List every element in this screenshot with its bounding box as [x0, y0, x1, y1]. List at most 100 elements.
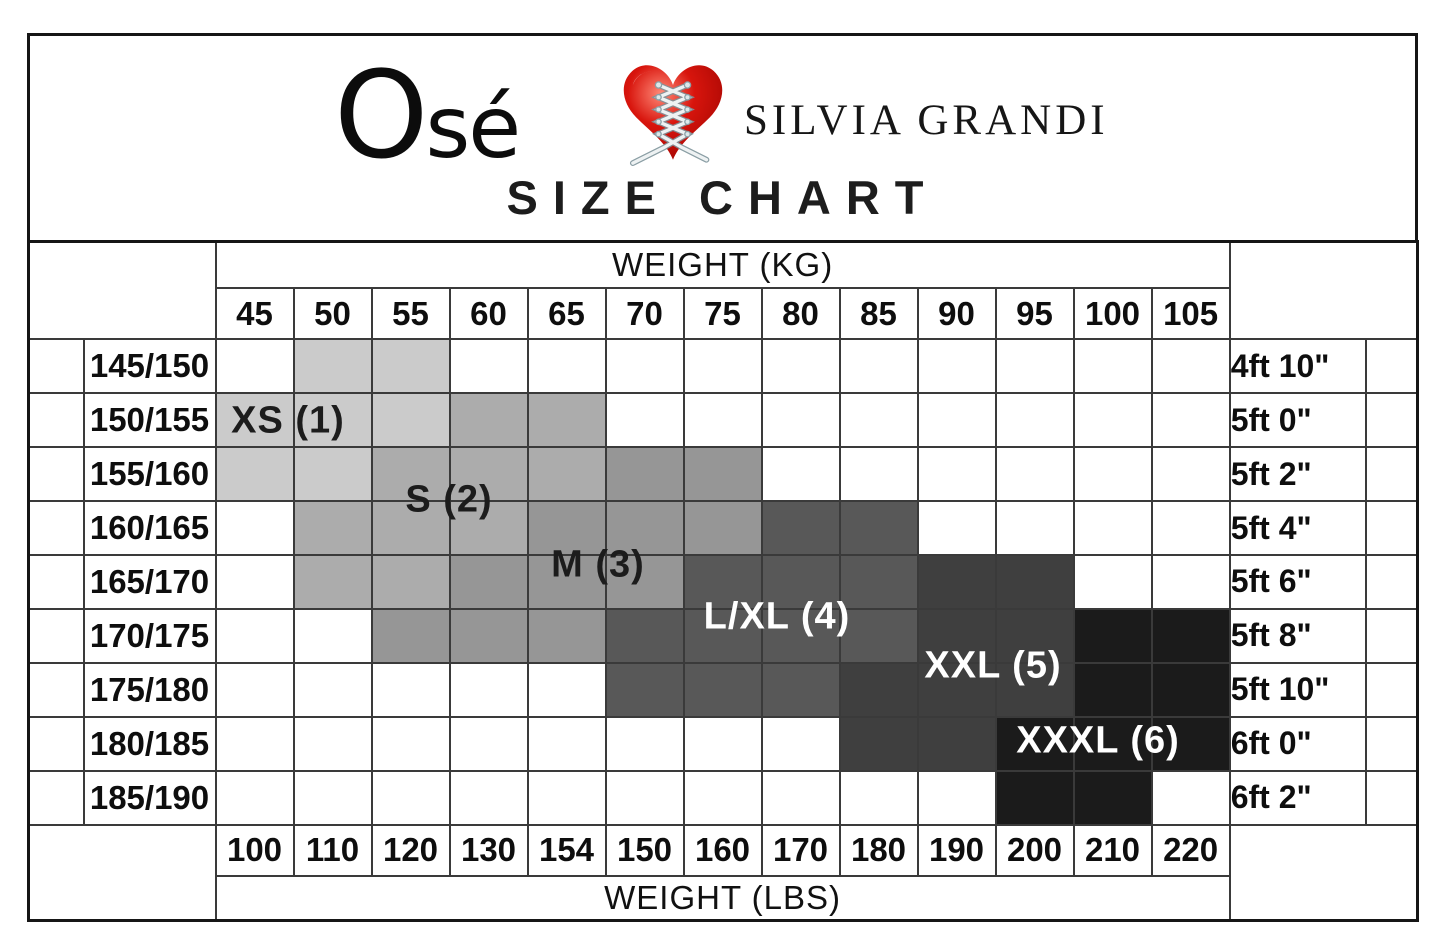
size-cell	[1150, 769, 1231, 826]
size-cell	[370, 769, 451, 826]
height-ft-label: 4ft 10"	[1228, 338, 1367, 395]
lbs-value-154: 154	[526, 823, 607, 877]
size-cell	[682, 607, 763, 664]
kg-value-100: 100	[1072, 287, 1153, 341]
ose-logo-letters-se: sé	[425, 78, 521, 178]
size-cell	[526, 554, 607, 610]
size-cell	[838, 338, 919, 395]
kg-value-95: 95	[994, 287, 1075, 341]
lbs-value-110: 110	[292, 823, 373, 877]
size-cell	[370, 446, 451, 503]
size-cell	[448, 607, 529, 664]
page-title: SIZE CHART	[506, 171, 939, 224]
left-spacer-cell	[27, 338, 85, 395]
size-cell	[760, 554, 841, 610]
left-spacer-cell	[27, 446, 85, 503]
size-cell	[214, 446, 295, 503]
lbs-value-220: 220	[1150, 823, 1231, 877]
size-cell	[838, 500, 919, 557]
height-ft-label: 5ft 10"	[1228, 661, 1367, 718]
size-cell	[1072, 392, 1153, 449]
size-cell	[994, 392, 1075, 449]
size-cell	[448, 554, 529, 610]
size-cell	[370, 661, 451, 718]
size-cell	[292, 392, 373, 449]
size-cell	[526, 715, 607, 772]
height-cm-label: 165/170	[82, 554, 217, 610]
size-cell	[682, 769, 763, 826]
size-cell	[292, 446, 373, 503]
size-cell	[526, 392, 607, 449]
lbs-value-190: 190	[916, 823, 997, 877]
height-ft-label: 6ft 2"	[1228, 769, 1367, 826]
left-spacer-cell	[27, 500, 85, 557]
size-cell	[760, 500, 841, 557]
height-cm-label: 175/180	[82, 661, 217, 718]
lace-strings	[629, 81, 710, 166]
kg-value-85: 85	[838, 287, 919, 341]
lbs-value-150: 150	[604, 823, 685, 877]
size-cell	[370, 607, 451, 664]
size-cell	[604, 554, 685, 610]
size-cell	[760, 715, 841, 772]
size-cell	[1072, 769, 1153, 826]
size-cell	[760, 661, 841, 718]
size-cell	[604, 769, 685, 826]
height-cm-label: 185/190	[82, 769, 217, 826]
right-spacer-cell	[1364, 715, 1419, 772]
size-cell	[526, 500, 607, 557]
size-cell	[1150, 607, 1231, 664]
size-cell	[526, 769, 607, 826]
size-cell	[214, 769, 295, 826]
size-cell	[214, 554, 295, 610]
left-spacer-cell	[27, 392, 85, 449]
size-cell	[682, 715, 763, 772]
size-cell	[916, 769, 997, 826]
weight-lbs-header: WEIGHT (LBS)	[214, 874, 1231, 922]
left-spacer-cell	[27, 554, 85, 610]
size-cell	[1150, 500, 1231, 557]
size-cell	[838, 554, 919, 610]
size-cell	[526, 607, 607, 664]
size-cell	[370, 338, 451, 395]
size-cell	[1150, 392, 1231, 449]
right-spacer-cell	[1364, 338, 1419, 395]
height-ft-label: 5ft 6"	[1228, 554, 1367, 610]
height-cm-label: 145/150	[82, 338, 217, 395]
size-cell	[448, 338, 529, 395]
size-cell	[1072, 715, 1153, 772]
heart-shape	[623, 65, 723, 160]
size-cell	[214, 338, 295, 395]
size-cell	[682, 500, 763, 557]
size-cell	[994, 715, 1075, 772]
size-cell	[838, 607, 919, 664]
size-cell	[448, 661, 529, 718]
size-cell	[1072, 338, 1153, 395]
size-cell	[448, 715, 529, 772]
size-cell	[682, 554, 763, 610]
lbs-value-120: 120	[370, 823, 451, 877]
kg-value-90: 90	[916, 287, 997, 341]
kg-value-70: 70	[604, 287, 685, 341]
size-cell	[994, 338, 1075, 395]
size-cell	[1150, 661, 1231, 718]
size-cell	[604, 446, 685, 503]
size-cell	[604, 392, 685, 449]
size-cell	[760, 392, 841, 449]
left-spacer-cell	[27, 661, 85, 718]
size-cell	[916, 446, 997, 503]
right-spacer-cell	[1364, 500, 1419, 557]
kg-value-45: 45	[214, 287, 295, 341]
size-cell	[292, 715, 373, 772]
size-cell	[604, 338, 685, 395]
size-cell	[526, 446, 607, 503]
lbs-value-170: 170	[760, 823, 841, 877]
size-cell	[370, 715, 451, 772]
size-cell	[994, 500, 1075, 557]
size-cell	[214, 500, 295, 557]
silvia-grandi-wordmark: SILVIA GRANDI	[744, 97, 1109, 144]
right-spacer-cell	[1364, 607, 1419, 664]
size-table: WEIGHT (KG) 45 50 55 60 65 70 75 80 85 90 95 100 105 1…	[27, 240, 1420, 922]
ose-logo-letter-o: O	[334, 47, 428, 186]
